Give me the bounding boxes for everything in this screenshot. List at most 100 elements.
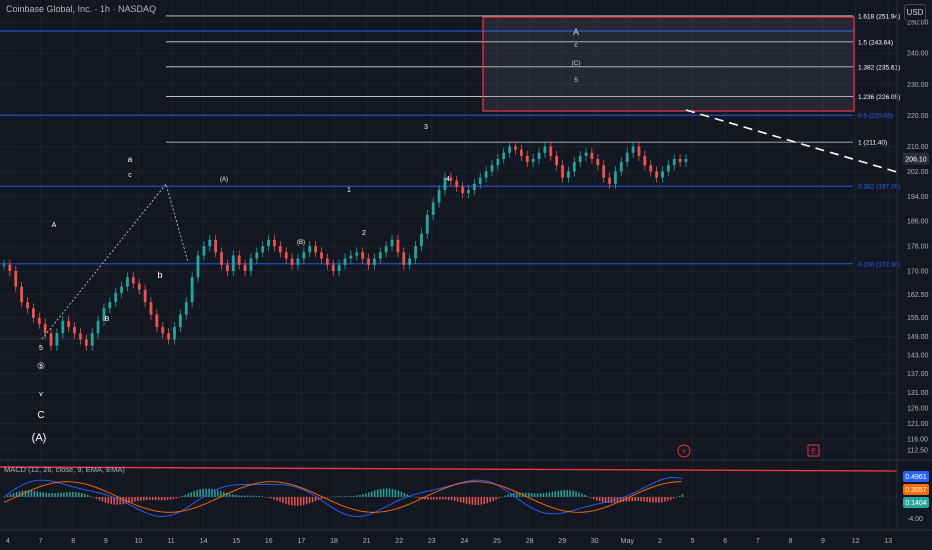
macd-histogram-bar: [157, 497, 160, 501]
macd-histogram-bar: [252, 495, 255, 497]
time-axis-tick: 25: [493, 538, 501, 545]
fib-extension-label: 1.382 (235.61): [858, 64, 900, 71]
candle-body: [331, 264, 335, 272]
candle-body: [296, 258, 300, 265]
macd-histogram-bar: [456, 497, 459, 502]
macd-value-badge: [903, 497, 929, 508]
macd-histogram-bar: [311, 497, 314, 503]
macd-histogram-bar: [439, 497, 441, 500]
macd-histogram-bar: [468, 497, 471, 505]
fib-extension-label: 1.236 (226.05): [858, 94, 900, 101]
price-axis-tick: 170.00: [907, 269, 929, 276]
wave-label-box: c: [574, 42, 578, 49]
macd-histogram-bar: [276, 497, 278, 501]
candle-body: [208, 239, 212, 247]
wave-label-box: A: [573, 27, 579, 37]
time-axis-tick: 14: [200, 538, 208, 545]
candle-body: [96, 320, 100, 334]
candle-body: [561, 165, 564, 178]
projection-line: [685, 109, 898, 173]
macd-histogram-bar: [119, 497, 121, 505]
macd-histogram-bar: [63, 492, 65, 497]
macd-histogram-bar: [172, 497, 175, 500]
macd-histogram-bar: [658, 497, 660, 503]
macd-histogram-bar: [134, 497, 136, 502]
macd-histogram-bar: [504, 495, 506, 497]
candle-body: [73, 327, 76, 334]
candle-body: [449, 177, 453, 181]
macd-histogram-bar: [510, 493, 512, 497]
candle-body: [590, 152, 594, 159]
candle-body: [8, 264, 12, 272]
fib-extension-label: 1.5 (243.64): [858, 39, 893, 46]
macd-histogram-bar: [60, 492, 62, 497]
currency-button[interactable]: USD: [904, 4, 926, 21]
candle-body: [267, 239, 270, 247]
macd-histogram-bar: [376, 489, 379, 497]
macd-histogram-bar: [12, 493, 15, 497]
macd-histogram-bar: [169, 497, 172, 500]
macd-histogram-bar: [326, 497, 329, 498]
macd-histogram-bar: [557, 490, 560, 497]
candle-body: [161, 327, 165, 334]
macd-histogram-bar: [681, 494, 684, 497]
price-axis-tick: 162.50: [907, 292, 929, 299]
candle-body: [220, 252, 223, 265]
price-axis-tick: 220.00: [907, 113, 929, 120]
macd-histogram-bar: [554, 491, 557, 497]
macd-histogram-bar: [152, 497, 154, 500]
fib-retracement-label: 0.382 (197.26): [858, 184, 900, 191]
candle-body: [49, 333, 53, 346]
time-axis-tick: 30: [591, 538, 599, 545]
candle-body: [284, 252, 288, 259]
macd-histogram-bar: [519, 492, 521, 497]
macd-histogram-bar: [536, 493, 539, 497]
macd-histogram-bar: [430, 497, 432, 500]
candle-body: [643, 155, 647, 166]
macd-histogram-bar: [116, 497, 118, 505]
macd-histogram-bar: [385, 488, 388, 497]
macd-histogram-bar: [374, 490, 376, 497]
candle-body: [343, 258, 347, 265]
macd-histogram-bar: [175, 497, 178, 499]
time-axis-tick: 11: [167, 538, 174, 545]
candle-body: [631, 146, 635, 153]
candle-body: [190, 277, 194, 303]
current-price-label: 206.10: [905, 157, 927, 164]
macd-histogram-bar: [649, 497, 651, 503]
macd-histogram-bar: [45, 492, 47, 497]
candle-body: [173, 327, 176, 340]
macd-histogram-bar: [563, 490, 565, 497]
macd-histogram-bar: [223, 492, 225, 497]
candle-body: [178, 314, 182, 328]
macd-histogram-bar: [347, 496, 349, 497]
macd-value-label: 0.1404: [905, 500, 927, 507]
macd-histogram-bar: [465, 497, 468, 504]
time-axis-tick: 8: [71, 538, 75, 545]
macd-histogram-bar: [365, 493, 367, 497]
candle-body: [114, 292, 118, 303]
candle-body: [472, 183, 476, 191]
macd-histogram-bar: [211, 488, 213, 497]
macd-histogram-bar: [590, 497, 592, 498]
macd-histogram-bar: [261, 496, 264, 497]
macd-histogram-bar: [15, 492, 18, 497]
time-axis-tick: 16: [265, 538, 273, 545]
macd-histogram-bar: [560, 490, 562, 497]
macd-histogram-bar: [341, 496, 343, 497]
candle-body: [226, 264, 229, 272]
macd-histogram-bar: [57, 492, 59, 497]
candle-body: [237, 255, 241, 265]
macd-histogram-bar: [607, 497, 610, 504]
earnings-icon[interactable]: [807, 444, 820, 457]
macd-histogram-bar: [672, 497, 675, 499]
event-flash-icon[interactable]: [677, 444, 691, 458]
macd-histogram-bar: [359, 494, 361, 497]
candle-body: [290, 258, 294, 265]
candle-body: [467, 190, 470, 194]
macd-indicator-label: MACD (12, 26, close, 9, EMA, EMA): [4, 465, 125, 474]
macd-histogram-bar: [128, 497, 130, 504]
macd-histogram-bar: [551, 491, 554, 497]
